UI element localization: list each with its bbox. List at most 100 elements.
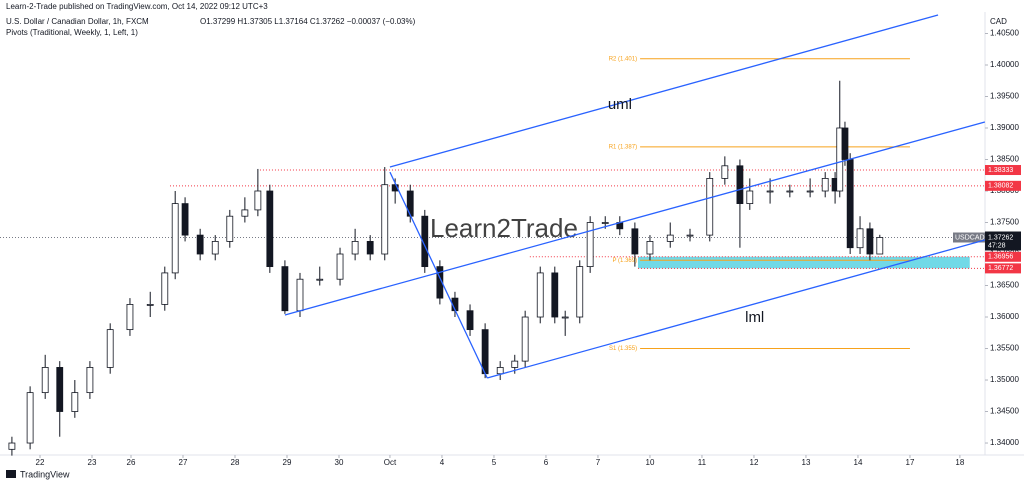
x-tick-label: 13 xyxy=(802,458,811,467)
publisher: Learn-2-Trade published on TradingView.c… xyxy=(6,2,268,11)
candle-body xyxy=(576,266,584,318)
y-tick-label: 1.38500 xyxy=(990,155,1019,164)
x-tick-label: 4 xyxy=(440,458,445,467)
price-tag xyxy=(985,231,1021,251)
candle-body xyxy=(536,272,544,318)
candle-body xyxy=(406,190,414,217)
candle-body xyxy=(86,367,94,394)
x-tick-label: 27 xyxy=(179,458,188,467)
x-tick-label: 26 xyxy=(127,458,136,467)
y-tick-label: 1.37500 xyxy=(990,218,1019,227)
candle-body xyxy=(806,190,814,193)
candle-body xyxy=(841,127,849,160)
trendline xyxy=(284,121,986,316)
watermark: Learn2Trade xyxy=(430,213,578,243)
x-tick-label: 10 xyxy=(646,458,655,467)
candle-body xyxy=(631,228,639,255)
price-label: 1.37262 xyxy=(988,234,1013,241)
candle-body xyxy=(241,209,249,217)
candle-body xyxy=(126,304,134,331)
candle-body xyxy=(351,241,359,255)
candle-body xyxy=(436,266,444,299)
y-tick-label: 1.34000 xyxy=(990,438,1019,447)
candle-body xyxy=(551,272,559,318)
trendline xyxy=(389,171,488,379)
candle-body xyxy=(211,241,219,255)
candle-body xyxy=(281,266,289,312)
x-tick-label: 7 xyxy=(596,458,601,467)
candle-body xyxy=(561,316,569,319)
candle-body xyxy=(646,241,654,255)
x-tick-label: 17 xyxy=(906,458,915,467)
candle-body xyxy=(586,222,594,268)
x-tick-label: 22 xyxy=(36,458,45,467)
level-label: 1.36772 xyxy=(988,265,1013,272)
x-tick-label: 6 xyxy=(544,458,549,467)
candle-body xyxy=(181,203,189,236)
candle-body xyxy=(366,241,374,255)
candle-body xyxy=(316,278,324,281)
y-tick-label: 1.40000 xyxy=(990,60,1019,69)
candle-body xyxy=(266,190,274,268)
level-tag xyxy=(985,180,1021,191)
pivot-label: R2 (1.401) xyxy=(609,56,637,62)
candle-body xyxy=(391,184,399,192)
candle-body xyxy=(666,234,674,242)
candle-body xyxy=(421,215,429,268)
candle-body xyxy=(336,253,344,280)
pivot-label: P (1.369) xyxy=(613,258,638,264)
candle-body xyxy=(706,178,714,236)
candle-body xyxy=(846,159,854,249)
x-tick-label: 5 xyxy=(492,458,497,467)
candle-body xyxy=(856,228,864,249)
x-tick-label: 18 xyxy=(955,458,964,467)
x-tick-label: 28 xyxy=(231,458,240,467)
candle-body xyxy=(226,215,234,242)
x-tick-label: 12 xyxy=(750,458,759,467)
candle-body xyxy=(686,234,694,237)
candle-body xyxy=(171,203,179,274)
level-tag xyxy=(985,263,1021,274)
candle-body xyxy=(876,237,884,255)
candle-body xyxy=(196,234,204,255)
candle-body xyxy=(821,178,829,192)
x-tick-label: 29 xyxy=(283,458,292,467)
indicator: Pivots (Traditional, Weekly, 1, Left, 1) xyxy=(6,28,138,37)
symbol-label: USDCAD xyxy=(955,234,985,241)
y-tick-label: 1.34500 xyxy=(990,407,1019,416)
zone xyxy=(637,256,970,269)
candle-body xyxy=(254,190,262,211)
x-tick-label: Oct xyxy=(384,458,397,467)
level-label: 1.38333 xyxy=(988,167,1013,174)
candle-body xyxy=(161,272,169,305)
candle-body xyxy=(766,190,774,193)
candle-body xyxy=(601,222,609,224)
pivot-label: R1 (1.387) xyxy=(609,144,637,150)
candle-body xyxy=(8,442,16,450)
annotation: uml xyxy=(608,96,632,113)
logo xyxy=(6,470,16,478)
level-tag xyxy=(985,165,1021,176)
y-tick-label: 1.40500 xyxy=(990,29,1019,38)
y-tick-label: 1.39500 xyxy=(990,92,1019,101)
y-tick-label: 1.36000 xyxy=(990,312,1019,321)
countdown: 47:28 xyxy=(988,242,1006,249)
candle-body xyxy=(481,329,489,375)
pivot-label: S1 (1.355) xyxy=(609,346,637,352)
trendline xyxy=(487,239,986,379)
footer-brand: TradingView xyxy=(20,469,70,479)
candle-body xyxy=(721,165,729,179)
candle-body xyxy=(511,360,519,368)
annotation: lml xyxy=(745,309,764,326)
trendline xyxy=(389,14,939,168)
candle-body xyxy=(866,228,874,255)
candle-body xyxy=(71,392,79,412)
y-tick-label: 1.39000 xyxy=(990,123,1019,132)
candle-body xyxy=(466,310,474,331)
candle-body xyxy=(381,184,389,255)
candle-body xyxy=(496,367,504,375)
symbol-tag xyxy=(953,232,985,243)
x-tick-label: 30 xyxy=(335,458,344,467)
symbol: U.S. Dollar / Canadian Dollar, 1h, FXCM xyxy=(6,17,149,26)
